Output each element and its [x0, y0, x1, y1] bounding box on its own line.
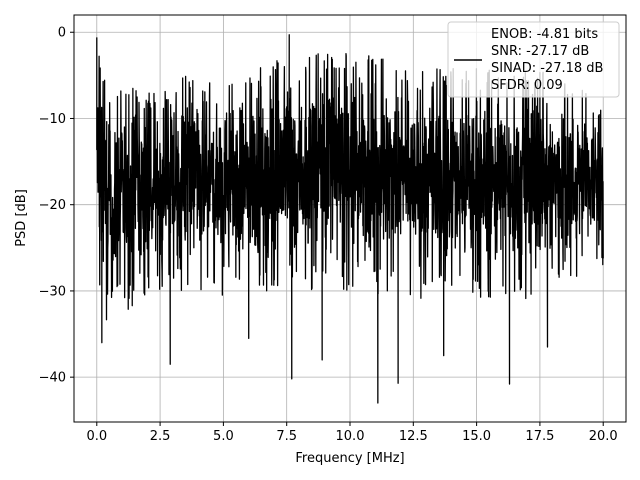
legend-entry-sfdr: SFDR: 0.09	[491, 78, 563, 93]
x-ticks: 0.0 2.5 5.0 7.5 10.0 12.5 15.0 17.5 20.0	[86, 422, 618, 444]
legend-entry-enob: ENOB: -4.81 bits	[491, 27, 598, 42]
y-tick-label: −30	[39, 284, 66, 299]
x-axis-label: Frequency [MHz]	[295, 451, 404, 466]
x-tick-label: 17.5	[525, 429, 554, 444]
y-tick-label: −10	[39, 112, 66, 127]
x-tick-label: 5.0	[213, 429, 234, 444]
y-tick-label: −20	[39, 198, 66, 213]
psd-line	[96, 34, 604, 404]
y-axis-label: PSD [dB]	[14, 189, 29, 247]
legend-entry-sinad: SINAD: -27.18 dB	[491, 61, 603, 76]
y-tick-label: 0	[58, 26, 66, 41]
x-tick-label: 0.0	[86, 429, 107, 444]
x-tick-label: 2.5	[150, 429, 171, 444]
x-tick-label: 15.0	[462, 429, 491, 444]
x-tick-label: 7.5	[276, 429, 297, 444]
legend-box	[447, 21, 620, 98]
y-ticks: 0 −10 −20 −30 −40	[39, 26, 74, 386]
legend: ENOB: -4.81 bits SNR: -27.17 dB SINAD: -…	[447, 21, 620, 98]
legend-entry-snr: SNR: -27.17 dB	[491, 44, 589, 59]
psd-series	[96, 34, 604, 404]
x-tick-label: 20.0	[589, 429, 618, 444]
y-tick-label: −40	[39, 371, 66, 386]
x-tick-label: 12.5	[399, 429, 428, 444]
x-tick-label: 10.0	[336, 429, 365, 444]
